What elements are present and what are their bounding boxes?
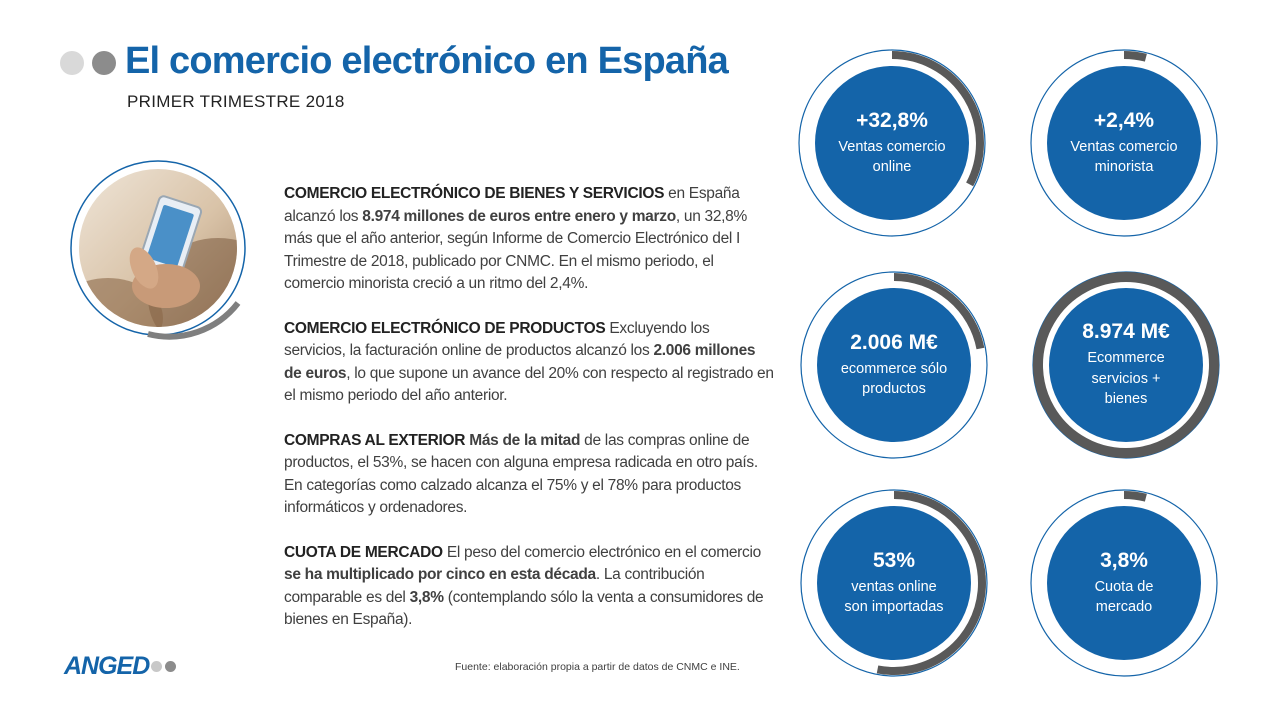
stat-ring [798,49,986,237]
logo-dot-light [151,661,163,672]
logo-text: ANGED [64,652,150,680]
progress-arc [1033,272,1219,458]
paragraph-text: de las compras online de productos, el 5… [284,431,758,517]
stat-label: Cuota de mercado [1094,578,1154,616]
logo-dot-dark [165,661,177,672]
paragraph-heading: COMERCIO ELECTRÓNICO DE PRODUCTOS [284,319,606,337]
stat-importadas: 53% ventas online son importadas [794,483,994,683]
stat-disc: 2.006 M€ ecommerce sólo productos [817,288,971,442]
page-title: El comercio electrónico en España [125,40,729,82]
paragraph-cuota-mercado: CUOTA DE MERCADO El peso del comercio el… [284,542,774,632]
paragraph-highlight: 3,8% [409,588,444,606]
stat-ring [1030,49,1218,237]
paragraph-text: Excluyendo los servicios, la facturación… [284,319,710,360]
decoration-dot-dark [92,51,116,75]
stat-ring [800,489,988,677]
stat-value: 2.006 M€ [850,330,938,354]
stat-disc: +32,8% Ventas comercio online [815,66,969,220]
progress-arc [1123,490,1147,502]
smartphone-photo [68,158,248,344]
paragraph-text: El peso del comercio electrónico en el c… [442,543,761,561]
stat-ecommerce-productos: 2.006 M€ ecommerce sólo productos [794,265,994,465]
stat-value: 53% [872,548,916,572]
paragraph-highlight: 8.974 millones de euros entre enero y ma… [362,207,676,225]
hand-holding-smartphone-photo [70,160,246,340]
paragraph-text: (contemplando sólo la venta a consumidor… [284,588,764,629]
stat-disc: 8.974 M€ Ecommerce servicios + bienes [1049,288,1203,442]
anged-logo: ANGED [64,652,177,681]
source-note: Fuente: elaboración propia a partir de d… [455,661,740,673]
paragraph-text: , un 32,8% más que el año anterior, segú… [284,207,747,293]
stat-ventas-minorista: +2,4% Ventas comercio minorista [1024,43,1224,243]
paragraph-heading: CUOTA DE MERCADO [284,543,443,561]
paragraph-text: , lo que supone un avance del 20% con re… [284,364,774,405]
paragraph-highlight: Más de la mitad [469,431,581,449]
stat-ring [1032,271,1220,459]
stat-disc: 53% ventas online son importadas [817,506,971,660]
stat-label: Ecommerce servicios + bienes [1087,350,1165,408]
stat-ventas-online: +32,8% Ventas comercio online [792,43,992,243]
stat-label: Ventas comercio online [838,138,946,176]
stat-label: ventas online son importadas [844,578,944,616]
title-decoration-dots [60,51,116,75]
decoration-dot-light [60,51,84,75]
article-text: COMERCIO ELECTRÓNICO DE BIENES Y SERVICI… [284,183,774,654]
paragraph-heading: COMERCIO ELECTRÓNICO DE BIENES Y SERVICI… [284,185,665,202]
stat-ring [1030,489,1218,677]
progress-arc [876,491,987,675]
stat-disc: 3,8% Cuota de mercado [1047,506,1201,660]
paragraph-highlight: se ha multiplicado por cinco en esta déc… [284,566,596,583]
stat-label: Ventas comercio minorista [1070,138,1178,176]
stat-value: 3,8% [1100,548,1148,572]
progress-arc [891,51,984,187]
paragraph-text: . La contribución comparable es del [284,566,705,606]
stat-disc: +2,4% Ventas comercio minorista [1047,66,1201,220]
paragraph-productos: COMERCIO ELECTRÓNICO DE PRODUCTOS Excluy… [284,318,774,408]
stat-cuota-mercado: 3,8% Cuota de mercado [1024,483,1224,683]
stat-label: ecommerce sólo productos [840,360,948,398]
progress-arc [893,273,985,350]
stat-ecommerce-total: 8.974 M€ Ecommerce servicios + bienes [1026,265,1226,465]
progress-arc [1123,50,1147,62]
stat-value: +2,4% [1093,108,1155,132]
paragraph-highlight: 2.006 millones de euros [284,342,756,382]
stat-value: 8.974 M€ [1082,320,1170,344]
stat-value: +32,8% [856,108,928,132]
paragraph-compras-exterior: COMPRAS AL EXTERIOR Más de la mitad de l… [284,430,774,520]
stat-ring [800,271,988,459]
paragraph-text: en España alcanzó los [284,185,740,225]
paragraph-heading: COMPRAS AL EXTERIOR [284,431,466,449]
paragraph-bienes-servicios: COMERCIO ELECTRÓNICO DE BIENES Y SERVICI… [284,183,774,296]
page-subtitle: PRIMER TRIMESTRE 2018 [127,92,345,111]
